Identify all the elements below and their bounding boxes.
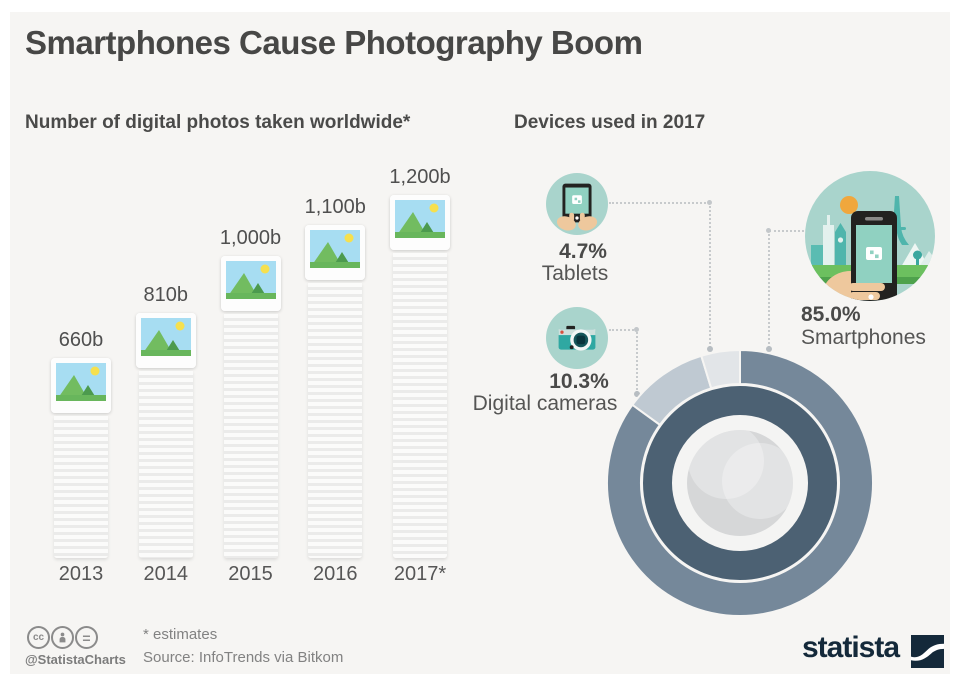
statista-logo-icon [911,635,944,668]
lens-glass [687,430,793,536]
cameras-label: Digital cameras [472,392,618,415]
photo-print-icon [220,255,281,311]
connector-tablets-end-dot [707,346,713,352]
digital-camera-icon [546,307,608,369]
photo-stack-bar-2014 [138,370,193,558]
photo-stack-bar-2016 [308,283,363,558]
connector-cameras-vertical [636,329,638,393]
donut-segment-smartphones [606,348,874,617]
statista-charts-handle: @StatistaCharts [25,652,126,667]
connector-cameras-horizontal [609,329,637,331]
connector-tablets-horizontal [609,202,710,204]
lens-barrel-ring [643,386,837,580]
donut-chart-heading: Devices used in 2017 [514,112,706,133]
bar-value-2016: 1,100b [304,196,366,219]
photo-icon-2016 [305,225,366,281]
tablets-label: Tablets [541,262,609,285]
bar-value-2014: 810b [143,283,189,306]
photo-print-icon [390,195,450,250]
year-label-2015: 2015 [228,563,273,585]
donut-segments [606,348,874,617]
page-title: Smartphones Cause Photography Boom [25,24,643,61]
photo-stack-bar-2017* [393,253,447,558]
donut-chart-camera-lens [606,348,874,617]
connector-smartphones-end-dot [766,346,772,352]
connector-tablets-corner-dot [707,200,712,205]
bar-value-2013: 660b [58,329,104,352]
smartphones-percentage: 85.0% [801,303,861,326]
connector-tablets-vertical [709,202,711,348]
photo-print-icon [135,312,196,368]
smartphones-label: Smartphones [801,326,926,349]
statista-wordmark: statista [802,631,900,664]
photo-stack-bar-2015 [223,313,278,558]
cc-icon: cc [27,626,50,649]
bar-value-2015: 1,000b [219,226,282,249]
photo-icon-2017* [390,195,450,250]
photo-stack-bar-2013 [54,416,108,558]
photo-print-icon [305,225,366,281]
tablets-percentage: 4.7% [559,240,607,263]
year-label-2017*: 2017* [393,563,447,585]
no-derivatives-icon: = [75,626,98,649]
source-note: Source: InfoTrends via Bitkom [143,649,344,666]
photo-icon-2014 [135,312,196,368]
attribution-person-icon [51,626,74,649]
hand-holding-smartphone-illustration [805,171,935,301]
connector-smartphones-horizontal [769,230,804,232]
year-label-2014: 2014 [143,563,189,585]
tablet-in-hands-icon [546,173,608,235]
photo-icon-2015 [220,255,281,311]
estimates-note: * estimates [143,626,218,643]
connector-cameras-end-dot [634,391,640,397]
year-label-2013: 2013 [58,563,104,585]
donut-segment-tablets [700,348,741,390]
lens-reflections [688,430,793,519]
connector-smartphones-vertical [768,230,770,348]
cameras-percentage: 10.3% [549,370,609,393]
photo-print-icon [51,358,111,414]
bar-value-2017*: 1,200b [389,166,451,188]
connector-cameras-corner-dot [634,327,639,332]
bar-chart-heading: Number of digital photos taken worldwide… [25,112,411,133]
photo-icon-2013 [51,358,111,414]
connector-smartphones-corner-dot [766,228,771,233]
year-label-2016: 2016 [313,563,358,585]
